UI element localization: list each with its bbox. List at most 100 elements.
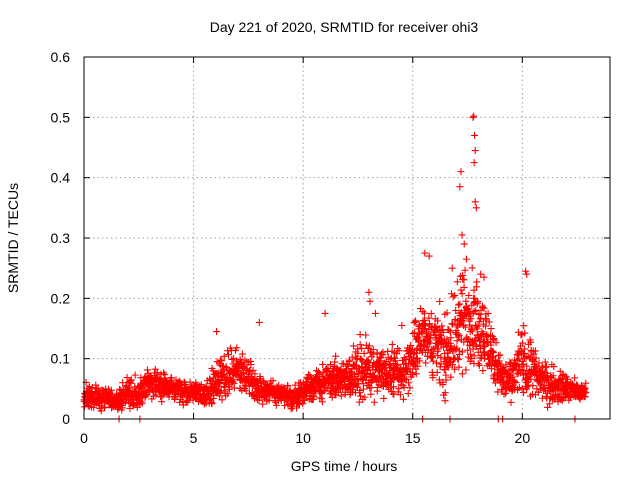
data-point	[361, 393, 369, 401]
data-point	[448, 290, 456, 298]
data-point-peak	[472, 204, 480, 212]
data-point	[127, 376, 135, 384]
data-point	[471, 337, 479, 345]
data-point	[422, 359, 430, 367]
x-tick-label: 10	[295, 430, 311, 446]
data-point	[544, 403, 552, 411]
data-point	[441, 389, 449, 397]
data-point	[458, 348, 466, 356]
data-point	[216, 380, 224, 388]
data-point	[208, 399, 216, 407]
data-point	[470, 352, 478, 360]
y-tick-label: 0.2	[51, 290, 71, 306]
data-point	[306, 371, 314, 379]
data-point	[582, 379, 590, 387]
data-points	[80, 112, 590, 423]
data-point	[202, 382, 210, 390]
data-point	[531, 347, 539, 355]
data-point	[456, 347, 464, 355]
data-point	[518, 330, 526, 338]
data-point	[395, 347, 403, 355]
data-point	[473, 342, 481, 350]
data-point	[532, 354, 540, 362]
data-point	[502, 361, 510, 369]
data-point	[461, 323, 469, 331]
y-axis-label: SRMTID / TECUs	[5, 183, 21, 293]
data-point	[353, 383, 361, 391]
data-point	[454, 354, 462, 362]
data-point	[367, 384, 375, 392]
data-point	[412, 370, 420, 378]
data-point	[454, 356, 462, 364]
data-point	[407, 342, 415, 350]
data-point	[482, 322, 490, 330]
data-point	[480, 348, 488, 356]
data-point	[421, 309, 429, 317]
y-tick-label: 0.4	[51, 170, 71, 186]
data-point	[326, 361, 334, 369]
data-point	[405, 379, 413, 387]
data-point	[272, 401, 280, 409]
data-point	[435, 376, 443, 384]
data-point	[433, 368, 441, 376]
data-point	[229, 375, 237, 383]
data-point	[515, 355, 523, 363]
data-point	[443, 309, 451, 317]
data-point	[351, 362, 359, 370]
data-point-peak	[471, 198, 479, 206]
data-point	[387, 378, 395, 386]
data-point	[355, 398, 363, 406]
data-point	[466, 357, 474, 365]
data-point-peak	[471, 147, 479, 155]
data-point	[374, 368, 382, 376]
data-point	[484, 309, 492, 317]
data-point	[519, 339, 527, 347]
data-point	[356, 341, 364, 349]
data-point	[220, 352, 228, 360]
data-point	[527, 375, 535, 383]
data-point	[357, 356, 365, 364]
data-point	[436, 297, 444, 305]
data-point-peak	[321, 309, 329, 317]
data-point	[449, 361, 457, 369]
data-point	[543, 369, 551, 377]
data-point	[549, 372, 557, 380]
data-point	[319, 369, 327, 377]
data-point	[476, 345, 484, 353]
data-point	[520, 366, 528, 374]
data-point	[489, 348, 497, 356]
data-point	[373, 349, 381, 357]
data-point	[131, 371, 139, 379]
data-point	[354, 349, 362, 357]
data-point-peak	[480, 273, 488, 281]
x-tick-label: 20	[515, 430, 531, 446]
data-point	[379, 351, 387, 359]
data-point	[101, 403, 109, 411]
data-point	[406, 349, 414, 357]
data-point	[500, 390, 508, 398]
x-axis-label: GPS time / hours	[291, 458, 398, 474]
data-point	[369, 346, 377, 354]
data-point-peak	[523, 270, 531, 278]
data-point	[443, 335, 451, 343]
data-point	[224, 351, 232, 359]
data-point	[502, 389, 510, 397]
data-point-peak	[366, 297, 374, 305]
data-point	[458, 370, 466, 378]
data-point	[305, 371, 313, 379]
data-point	[475, 361, 483, 369]
data-point	[459, 271, 467, 279]
data-point	[534, 388, 542, 396]
data-point	[366, 349, 374, 357]
data-point	[197, 381, 205, 389]
data-point	[467, 315, 475, 323]
data-point	[425, 314, 433, 322]
data-point	[417, 346, 425, 354]
data-point	[436, 379, 444, 387]
data-point	[462, 297, 470, 305]
data-point	[452, 346, 460, 354]
data-point	[429, 371, 437, 379]
data-point	[470, 307, 478, 315]
data-point	[455, 363, 463, 371]
data-point	[439, 381, 447, 389]
